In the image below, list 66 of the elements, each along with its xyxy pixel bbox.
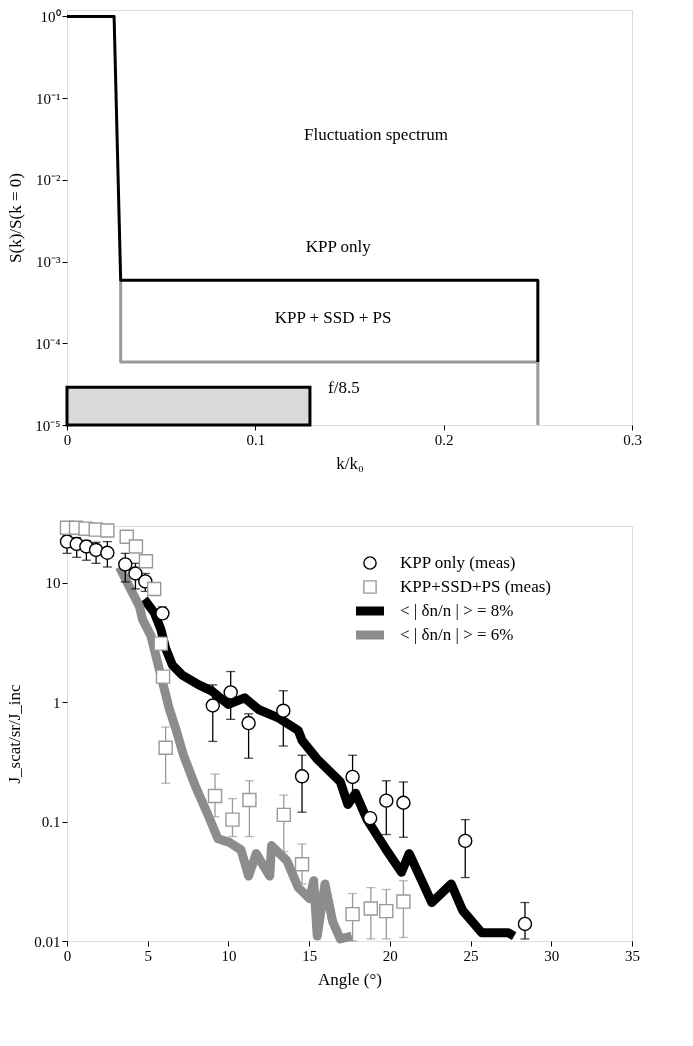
y-axis-title: J_scat/sr/J_inc: [5, 683, 25, 784]
point: [146, 581, 162, 597]
point: [276, 703, 291, 718]
annotation: Fluctuation spectrum: [304, 124, 449, 144]
annotation: KPP + SSD + PS: [274, 308, 392, 328]
y-tick-label: 10: [45, 575, 61, 592]
x-tick-label: 20: [382, 947, 398, 964]
point: [345, 906, 360, 922]
x-tick-label: 0.2: [434, 431, 454, 448]
y-tick-label: 0.1: [41, 814, 61, 831]
x-tick-label: 30: [544, 947, 560, 964]
annotation: f/8.5: [328, 377, 360, 397]
point: [241, 715, 256, 731]
x-tick-label: 5: [144, 947, 152, 964]
x-axis-title: Angle (°): [318, 969, 382, 989]
x-tick-label: 35: [625, 947, 640, 964]
y-tick-label: 10⁻²: [36, 172, 61, 189]
x-tick-label: 0: [63, 431, 72, 448]
point: [207, 788, 223, 804]
point: [396, 894, 411, 909]
x-tick-label: 25: [463, 947, 479, 964]
legend-label: < | δn/n | > = 8%: [400, 601, 514, 620]
point: [294, 769, 310, 784]
x-tick-label: 10: [221, 947, 237, 964]
y-axis-title: S(k)/S(k = 0): [6, 173, 26, 263]
point: [517, 916, 533, 932]
point: [458, 833, 473, 849]
point: [100, 545, 115, 560]
x-tick-label: 0: [63, 947, 72, 964]
point: [155, 606, 170, 621]
point: [138, 554, 154, 569]
point: [128, 566, 143, 581]
point: [100, 523, 115, 538]
point: [118, 557, 133, 572]
point: [396, 795, 411, 810]
point: [276, 807, 292, 823]
y-tick-label: 10⁻¹: [36, 90, 61, 107]
point: [153, 636, 169, 651]
point: [88, 542, 104, 558]
y-tick-label: 10⁻⁵: [35, 417, 61, 434]
point: [205, 698, 220, 713]
y-tick-label: 10⁻³: [36, 254, 61, 271]
y-tick-label: 0.01: [34, 933, 61, 950]
y-tick-label: 1: [53, 694, 61, 711]
point: [379, 903, 394, 919]
legend-label: KPP+SSD+PS (meas): [400, 577, 551, 596]
legend-label: < | δn/n | > = 6%: [400, 625, 514, 644]
point: [362, 810, 378, 826]
point: [363, 901, 379, 916]
x-axis-title: k/k₀: [336, 453, 364, 473]
point: [379, 793, 394, 808]
point: [242, 792, 257, 808]
y-tick-label: 10⁻⁴: [35, 335, 61, 352]
point: [128, 539, 144, 554]
x-tick-label: 0.1: [246, 431, 266, 448]
point: [158, 740, 173, 755]
y-tick-label: 10⁰: [40, 8, 61, 25]
point: [155, 669, 171, 684]
point: [294, 856, 310, 872]
legend-label: KPP only (meas): [400, 553, 516, 572]
point: [345, 769, 360, 785]
x-tick-label: 0.3: [623, 431, 642, 448]
annotation: KPP only: [305, 237, 372, 257]
point: [225, 812, 240, 827]
point: [223, 685, 238, 700]
x-tick-label: 15: [302, 947, 318, 964]
